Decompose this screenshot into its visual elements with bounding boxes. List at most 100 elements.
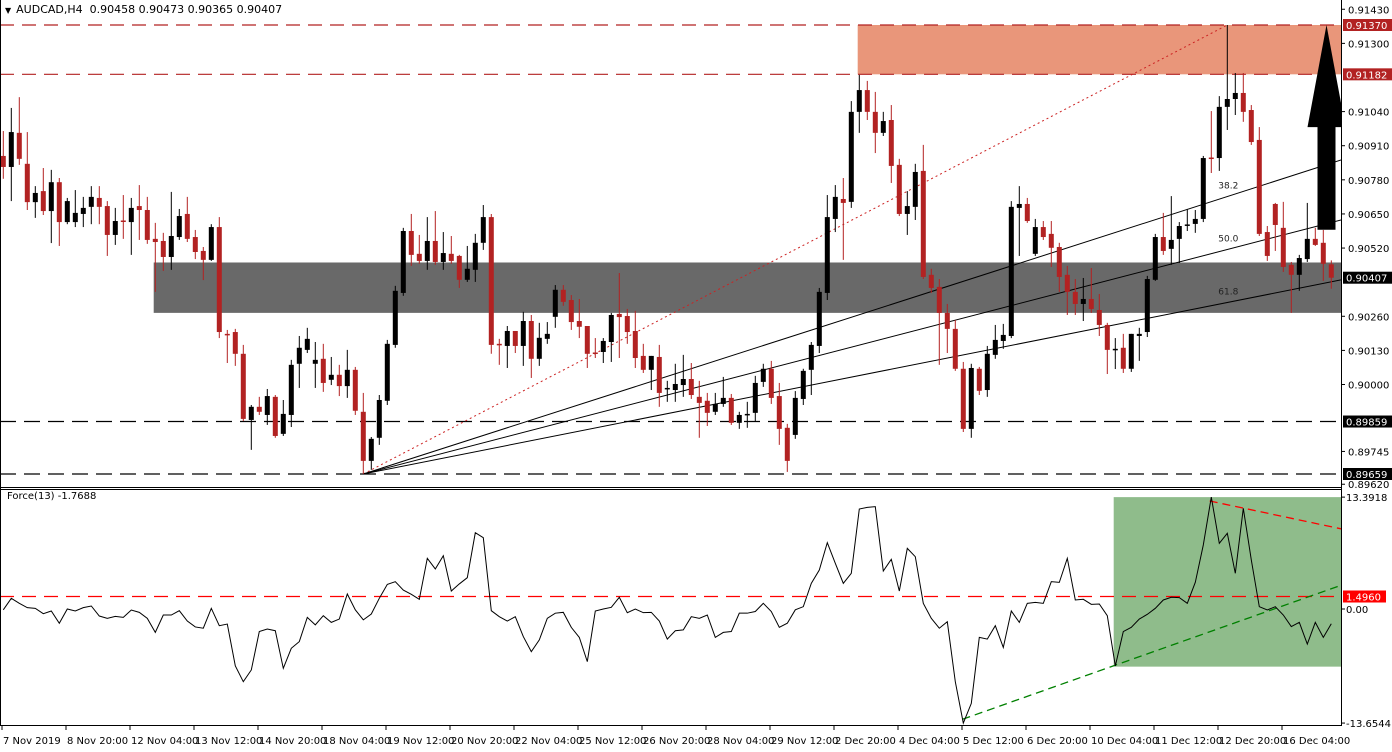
candle-body	[88, 196, 94, 207]
candle	[856, 74, 862, 133]
triangle-down-icon[interactable]: ▼	[5, 6, 12, 15]
candle	[320, 343, 326, 392]
candle-body	[1200, 158, 1206, 219]
candle	[752, 375, 758, 422]
candle-body	[152, 238, 158, 243]
candle-body	[1104, 324, 1110, 350]
candle-body	[216, 227, 222, 333]
candle-body	[512, 330, 518, 346]
candle	[1200, 155, 1206, 223]
candle	[1152, 233, 1158, 281]
force-trendline-resistance	[1209, 500, 1341, 530]
force-axis-label: -13.6544	[1346, 719, 1391, 730]
candle-body	[496, 343, 502, 346]
candle-body	[728, 397, 734, 423]
candle	[896, 158, 902, 217]
candle	[1184, 208, 1190, 231]
candle	[120, 195, 126, 239]
candle	[696, 380, 702, 438]
candle	[80, 196, 86, 228]
candle-body	[688, 379, 694, 396]
fib-fan-label: 38.2	[1218, 182, 1238, 192]
price-axis-label: 0.91040	[1348, 108, 1389, 119]
candle-body	[232, 332, 238, 354]
candle	[1160, 212, 1166, 255]
candle	[672, 363, 678, 402]
candle	[352, 366, 358, 415]
candle-body	[1312, 238, 1318, 245]
candle-body	[1112, 348, 1118, 351]
candle-body	[352, 369, 358, 411]
fib-fan-label: 50.0	[1218, 235, 1238, 245]
candle	[1216, 96, 1222, 171]
candle	[760, 363, 766, 387]
candle	[1032, 218, 1038, 256]
candle-body	[984, 353, 990, 391]
price-axis-label: 0.90910	[1348, 142, 1389, 153]
candle-body	[184, 213, 190, 239]
time-axis-label: 14 Nov 20:00	[259, 736, 326, 747]
candle	[1168, 196, 1174, 265]
price-level-label: 0.89659	[1346, 470, 1387, 481]
candle	[848, 101, 854, 208]
candle-body	[1080, 298, 1086, 304]
candle	[312, 342, 318, 388]
candle-body	[1072, 291, 1078, 304]
price-axis-label: 0.90130	[1348, 346, 1389, 357]
candle	[464, 245, 470, 282]
price-level-label: 0.90407	[1346, 274, 1387, 285]
candle	[568, 295, 574, 330]
candle-body	[248, 406, 254, 420]
candle-body	[608, 314, 614, 343]
candle-body	[624, 316, 630, 333]
chart-header: ▼ AUDCAD,H4 0.90458 0.90473 0.90365 0.904…	[5, 3, 282, 16]
candle-body	[1168, 239, 1174, 249]
candle-body	[1048, 233, 1054, 248]
candle	[48, 169, 54, 244]
candle	[1080, 277, 1086, 322]
candle	[112, 207, 118, 245]
candle	[0, 131, 6, 179]
time-axis-label: 12 Nov 04:00	[131, 736, 198, 747]
candle-body	[32, 192, 38, 203]
resistance-zone	[857, 25, 1341, 75]
force-indicator-panel	[0, 497, 1341, 725]
candle	[192, 229, 198, 260]
candle-body	[1152, 237, 1158, 280]
candle-body	[456, 255, 462, 280]
candle-body	[752, 382, 758, 413]
candle-body	[592, 352, 598, 355]
candle-body	[1264, 232, 1270, 256]
candle	[432, 211, 438, 265]
candle-body	[544, 333, 550, 339]
candle-body	[536, 337, 542, 359]
candle	[912, 163, 918, 220]
candle	[336, 364, 342, 397]
candle-body	[936, 286, 942, 313]
candle	[744, 401, 750, 428]
candle	[560, 285, 566, 306]
candle-body	[632, 330, 638, 359]
candle	[184, 196, 190, 243]
candle	[88, 186, 94, 225]
candle-body	[816, 291, 822, 346]
candle-body	[64, 201, 70, 223]
price-axis-label: 0.91300	[1348, 39, 1389, 50]
candle-body	[1064, 274, 1070, 292]
candle-body	[584, 325, 590, 354]
candle-body	[304, 338, 310, 350]
candle	[1056, 242, 1062, 292]
time-axis-label: 6 Dec 20:00	[1027, 736, 1088, 747]
candle	[504, 325, 510, 368]
candle-body	[1256, 139, 1262, 234]
candle	[1192, 210, 1198, 233]
candle-body	[1232, 92, 1238, 100]
candle-body	[704, 400, 710, 413]
candle	[1024, 197, 1030, 223]
candle	[536, 322, 542, 366]
candle	[552, 285, 558, 328]
candle	[816, 287, 822, 354]
candle-body	[1240, 92, 1246, 112]
candle	[216, 217, 222, 339]
